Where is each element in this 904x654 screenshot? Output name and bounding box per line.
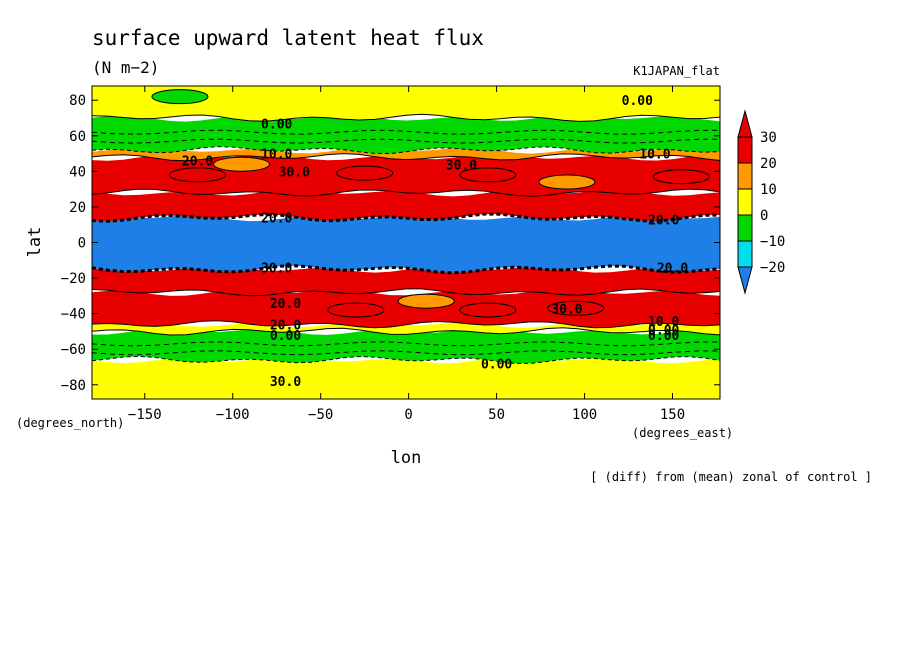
chart-title: surface upward latent heat flux [92, 26, 484, 50]
zonal-band [92, 356, 720, 399]
contour-lines [92, 113, 720, 364]
y-tick-label: 40 [69, 164, 86, 180]
contour-label: 0.00 [622, 94, 653, 109]
experiment-label: K1JAPAN_flat [633, 64, 720, 78]
colorbar-label: 0 [760, 208, 768, 224]
contour-patch [151, 89, 209, 105]
contour-label: 20.0 [270, 318, 301, 333]
contour-label: 20.0 [261, 212, 292, 227]
y-tick-label: −20 [61, 271, 86, 287]
contour-line [92, 138, 720, 144]
contour-line [92, 146, 720, 155]
zonal-band [92, 86, 720, 122]
contour-label: 10.0 [639, 148, 670, 163]
y-tick-label: 80 [69, 93, 86, 109]
x-tick-label: 0 [404, 407, 412, 423]
contour-patch [538, 174, 596, 190]
zonal-band [92, 327, 720, 364]
zonal-band [92, 265, 720, 296]
zonal-band [92, 146, 720, 161]
colorbar-segment [737, 136, 753, 164]
contour-patch [336, 165, 394, 181]
contour-label: 0.00 [648, 329, 679, 344]
y-tick-label: 0 [78, 236, 86, 252]
y-tick-label: 60 [69, 129, 86, 145]
x-tick-label: 100 [572, 407, 597, 423]
y-tick-label: −80 [61, 378, 86, 394]
colorbar-label: 10 [760, 182, 777, 198]
contour-line [92, 288, 720, 297]
y-units-label: (degrees_north) [16, 416, 124, 430]
contour-label: 0.00 [648, 324, 679, 339]
y-tick-label: −40 [61, 307, 86, 323]
contour-patch [213, 156, 271, 172]
contour-patch [397, 293, 455, 309]
colorbar-cap-bottom [737, 266, 753, 295]
colorbar-segment [737, 214, 753, 242]
contour-line [92, 153, 720, 162]
contour-line [92, 320, 720, 329]
zonal-band [92, 288, 720, 328]
colorbar-segment [737, 188, 753, 216]
contour-patch [169, 167, 227, 183]
colorbar-segment [737, 162, 753, 190]
contour-patch [459, 167, 517, 183]
contour-label: 30.0 [551, 302, 582, 317]
contour-line [92, 212, 720, 223]
diff-note: [ (diff) from (mean) zonal of control ] [590, 470, 872, 484]
contour-label: 0.00 [270, 329, 301, 344]
zonal-band [92, 214, 720, 273]
contour-line [92, 327, 720, 336]
contour-label: 20.0 [270, 297, 301, 312]
y-tick-label: 20 [69, 200, 86, 216]
contour-patch [327, 302, 385, 318]
colorbar-label: −20 [760, 260, 785, 276]
y-tick-label: −60 [61, 342, 86, 358]
zonal-band [92, 114, 720, 154]
contour-label: 10.0 [648, 315, 679, 330]
zonal-band [92, 189, 720, 222]
contour-line [92, 355, 720, 364]
colorbar: 30 20 10 0 −10 −20 [737, 109, 785, 295]
contour-label: 20.0 [657, 261, 688, 276]
contour-label: 0.00 [481, 357, 512, 372]
chart-units: (N m−2) [92, 58, 159, 77]
contour-patch [547, 300, 605, 316]
contour-patch [459, 302, 517, 318]
contour-label: 30.0 [261, 261, 292, 276]
x-tick-label: −150 [128, 407, 162, 423]
x-tick-label: 50 [488, 407, 505, 423]
contour-line [92, 264, 720, 275]
contour-label: 30.0 [279, 165, 310, 180]
contour-line [92, 129, 720, 135]
contour-label: 0.00 [261, 117, 292, 132]
contour-line [92, 350, 720, 356]
x-tick-label: 150 [660, 407, 685, 423]
contour-label: 10.0 [261, 148, 292, 163]
contour-line [92, 341, 720, 347]
x-tick-label: −100 [216, 407, 250, 423]
contour-line [92, 113, 720, 122]
x-axis-label: lon [391, 448, 422, 468]
contour-label: 30.0 [446, 158, 477, 173]
colorbar-segment [737, 240, 753, 268]
contour-label: 20.0 [648, 213, 679, 228]
contour-label: 20.0 [182, 155, 213, 170]
x-tick-label: −50 [308, 407, 333, 423]
y-axis-ticks: −80 −60 −40 −20 0 20 40 60 80 [61, 93, 720, 394]
colorbar-label: 30 [760, 130, 777, 146]
colorbar-cap-top [737, 109, 753, 138]
contour-line [92, 188, 720, 197]
contour-patch [652, 169, 710, 185]
colorbar-label: 20 [760, 156, 777, 172]
contour-label: 30.0 [270, 375, 301, 390]
x-units-label: (degrees_east) [632, 426, 733, 440]
x-axis-ticks: −150 −100 −50 0 50 100 150 [128, 86, 685, 423]
contour-fills [92, 86, 720, 399]
y-axis-label: lat [25, 227, 45, 258]
colorbar-label: −10 [760, 234, 785, 250]
